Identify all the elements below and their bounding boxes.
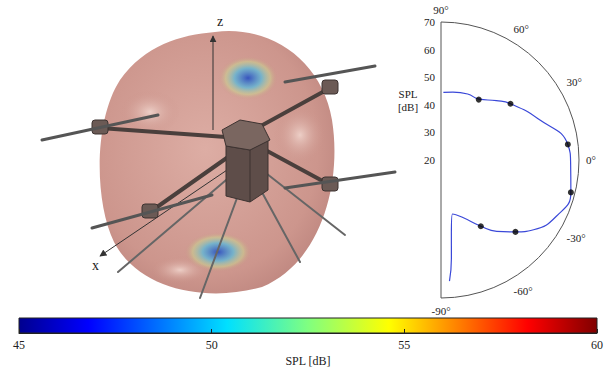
svg-text:60°: 60°	[514, 23, 529, 35]
svg-text:-60°: -60°	[514, 285, 533, 297]
svg-text:70: 70	[424, 16, 436, 28]
svg-text:0°: 0°	[586, 154, 596, 166]
svg-text:50: 50	[424, 71, 436, 83]
svg-text:z: z	[217, 14, 223, 29]
svg-text:x: x	[92, 258, 99, 273]
svg-text:-30°: -30°	[567, 232, 586, 244]
svg-text:30°: 30°	[567, 76, 582, 88]
svg-text:60: 60	[424, 44, 436, 56]
svg-text:30: 30	[424, 126, 436, 138]
svg-text:60: 60	[591, 338, 603, 352]
svg-text:-90°: -90°	[431, 305, 450, 317]
svg-text:55: 55	[398, 338, 410, 352]
svg-text:40: 40	[424, 99, 436, 111]
svg-text:50: 50	[206, 338, 218, 352]
svg-text:[dB]: [dB]	[398, 101, 418, 113]
svg-text:90°: 90°	[433, 4, 448, 16]
svg-text:SPL [dB]: SPL [dB]	[285, 354, 330, 368]
svg-text:45: 45	[13, 338, 25, 352]
svg-text:20: 20	[424, 154, 436, 166]
svg-text:SPL: SPL	[399, 88, 418, 100]
